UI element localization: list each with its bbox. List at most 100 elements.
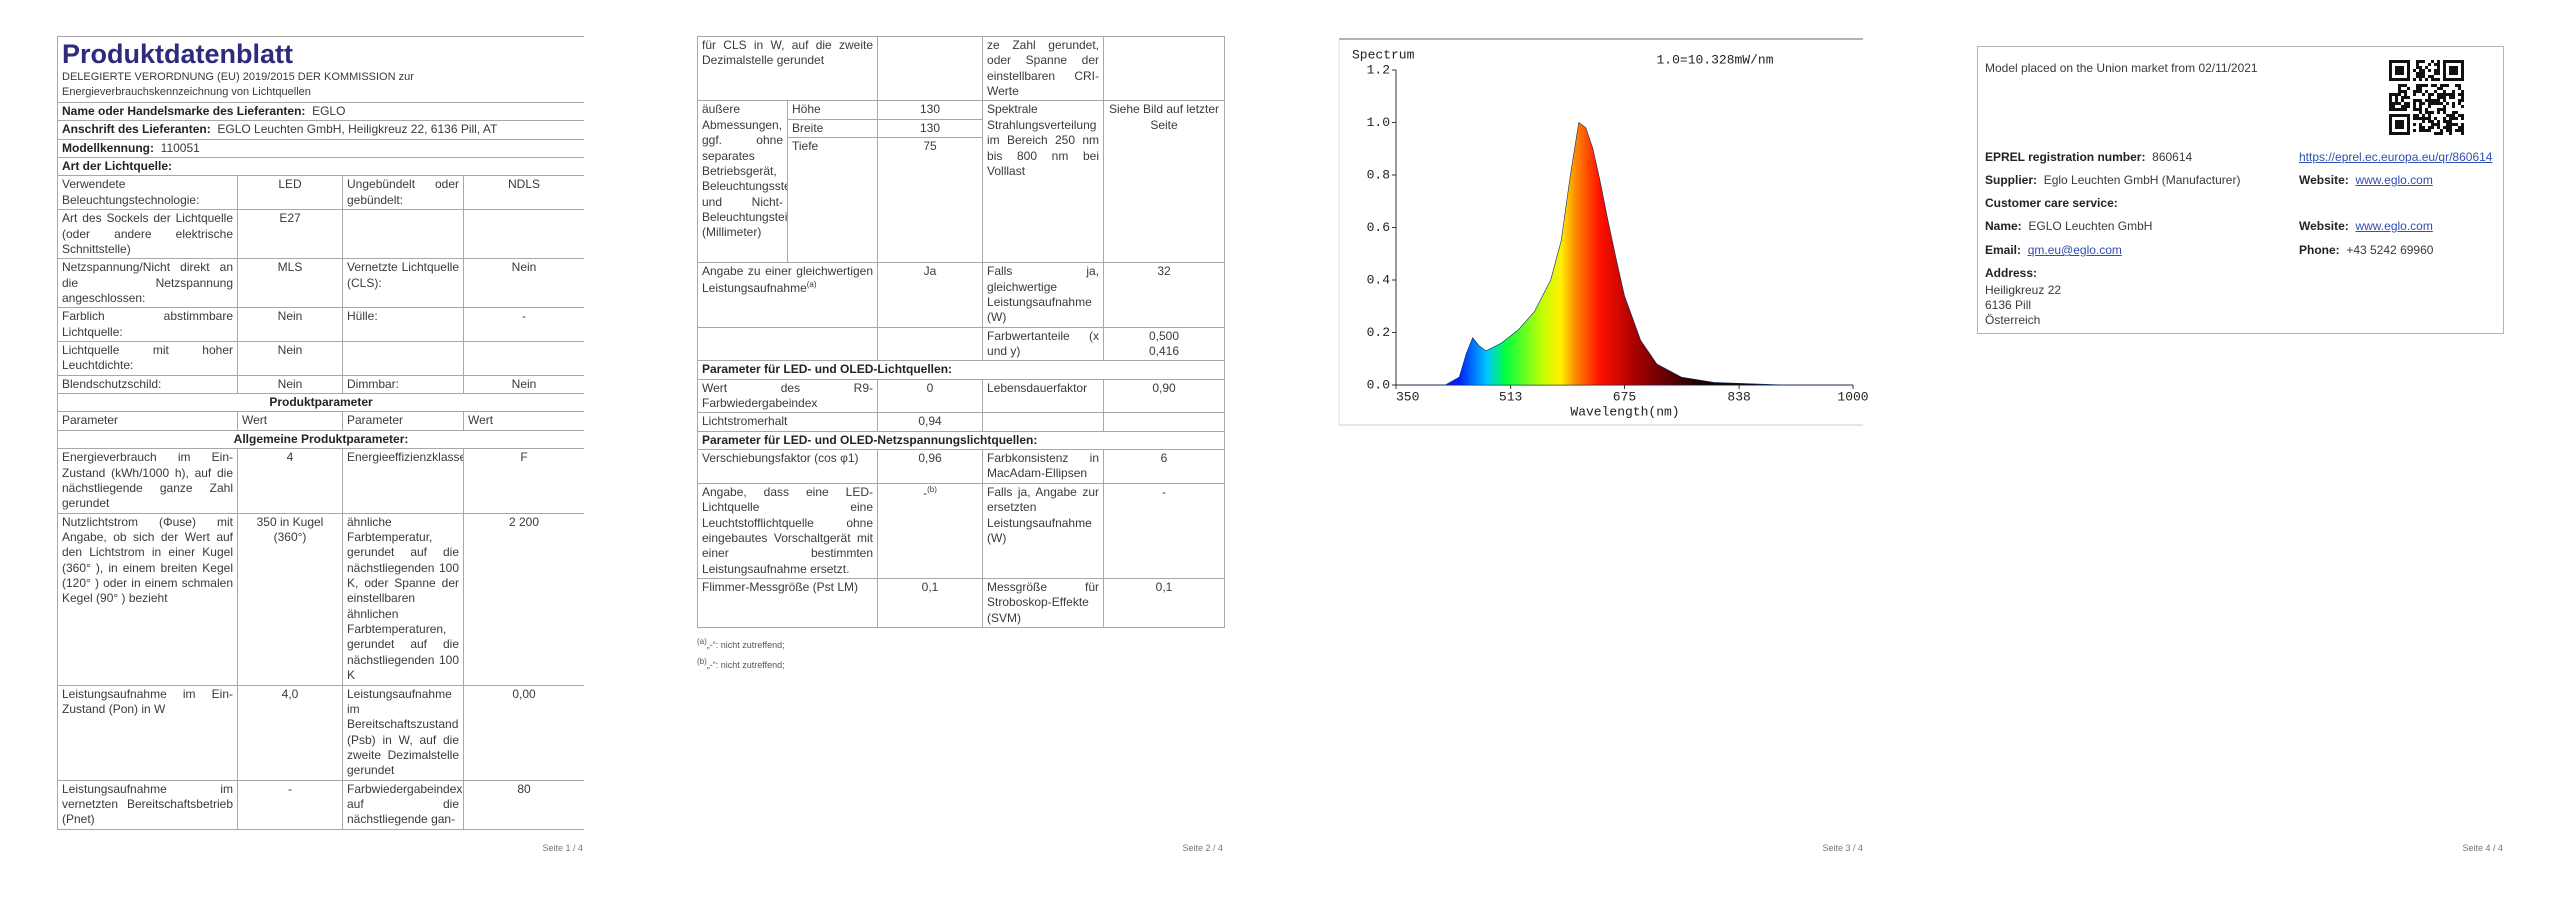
table-cell: für CLS in W, auf die zweite Dezimalstel… [696,35,879,102]
qr-module [2416,114,2419,117]
link[interactable]: www.eglo.com [2355,173,2433,187]
qr-module [2431,78,2434,81]
footnote-mark: (a) [697,637,707,647]
qr-module [2431,60,2434,63]
qr-module [2449,114,2452,117]
qr-code [2389,60,2464,135]
label: Phone: [2299,243,2340,257]
qr-module [2461,117,2464,120]
qr-module [2428,63,2431,66]
qr-module [2389,129,2392,132]
qr-module [2395,96,2398,99]
table-cell: NDLS [462,175,584,211]
page-footer: Seite 4 / 4 [2462,843,2503,853]
qr-module [2389,63,2392,66]
qr-module [2449,93,2452,96]
market-date: Model placed on the Union market from 02… [1985,61,2258,75]
link[interactable]: https://eprel.ec.europa.eu/qr/860614 [2299,150,2493,164]
section-heading: Allgemeine Produktparameter: [57,429,584,450]
qr-module [2422,120,2425,123]
qr-module [2404,108,2407,111]
table-cell: Nein [237,307,343,343]
table-cell: Netzspannung/Nicht direkt an die Netzspa… [57,258,238,309]
table-cell: 4 [237,448,343,514]
qr-module [2413,90,2416,93]
qr-module [2461,132,2464,135]
qr-module [2446,78,2449,81]
qr-module [2413,123,2416,126]
qr-module [2434,84,2437,87]
header-cell: Wert [237,411,343,431]
table-cell: Energieeffizienzklasse [342,448,464,514]
qr-module [2389,120,2392,123]
qr-module [2431,126,2434,129]
page-2: für CLS in W, auf die zweite Dezimalstel… [696,35,1226,674]
qr-module [2395,60,2398,63]
table-cell: Angabe zu einer gleichwertigen Leistungs… [696,262,879,328]
qr-module [2389,69,2392,72]
qr-module [2395,123,2398,126]
qr-module [2443,78,2446,81]
label: Anschrift des Lieferanten: [62,122,211,137]
qr-module [2461,78,2464,81]
table-row: Produktdatenblatt DELEGIERTE VERORDNUNG (… [57,36,584,103]
footnote-mark: (b) [697,657,707,667]
qr-module [2431,75,2434,78]
qr-module [2446,102,2449,105]
qr-module [2428,69,2431,72]
qr-module [2437,99,2440,102]
table-cell: Farbwiedergabeindex, auf die nächstliege… [342,779,464,830]
section-heading: Parameter für LED- und OLED-Lichtquellen… [696,360,1226,380]
label: Name: [1985,219,2022,233]
table-cell: MLS [237,258,343,309]
qr-module [2434,72,2437,75]
qr-module [2458,126,2461,129]
qr-module [2404,114,2407,117]
qr-module [2422,75,2425,78]
qr-module [2446,120,2449,123]
link[interactable]: qm.eu@eglo.com [2027,243,2122,257]
qr-module [2461,63,2464,66]
qr-module [2389,114,2392,117]
qr-module [2419,66,2422,69]
qr-module [2398,132,2401,135]
qr-module [2416,108,2419,111]
qr-module [2461,99,2464,102]
table-cell: Nein [462,374,584,395]
table-cell: Verschiebungsfaktor (cos φ1) [696,449,879,484]
qr-module [2425,90,2428,93]
qr-module [2458,60,2461,63]
table-cell: 0,500 0,416 [1103,326,1226,362]
qr-module [2422,117,2425,120]
qr-module [2446,123,2449,126]
table-row: Farblich abstimmbare Lichtquelle: Nein Hül… [57,307,584,343]
qr-module [2431,123,2434,126]
table-cell: Falls ja, Angabe zur ersetzten Leistungs… [982,482,1105,579]
qr-module [2425,66,2428,69]
page-footer: Seite 3 / 4 [1822,843,1863,853]
qr-module [2452,66,2455,69]
table-row: Angabe, dass eine LED-Lichtquelle eine L… [696,482,1226,579]
table-cell: -(b) [877,482,984,579]
qr-module [2449,66,2452,69]
spectrum-area [1396,121,1853,386]
qr-module [2434,69,2437,72]
qr-module [2407,72,2410,75]
table-cell: - [1103,482,1226,579]
qr-module [2443,108,2446,111]
link[interactable]: www.eglo.com [2355,219,2433,233]
qr-module [2455,72,2458,75]
qr-module [2389,123,2392,126]
qr-module [2395,78,2398,81]
table-cell: Hülle: [342,307,464,343]
qr-module [2428,105,2431,108]
label: Modellkennung: [62,140,154,155]
table-cell: Leistungsaufnahme im vernetzten Bereitsc… [57,779,238,830]
qr-module [2428,96,2431,99]
table-row: äußere Abmessungen, ggf. ohne separates … [697,100,1226,264]
value: +43 5242 69960 [2346,243,2434,257]
table-cell: Breite [786,118,879,139]
qr-module [2413,129,2416,132]
title: Produktdatenblatt [62,39,294,69]
header-cell: Wert [462,411,584,431]
